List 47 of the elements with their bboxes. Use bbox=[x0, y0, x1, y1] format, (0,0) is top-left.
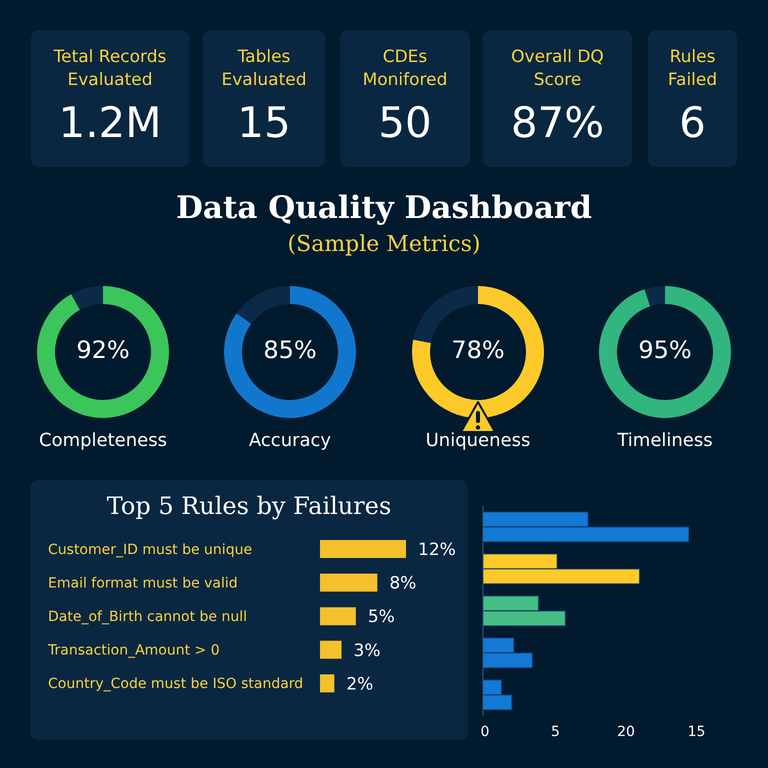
data-label: 92% bbox=[75, 336, 131, 364]
category-label: Overall DQ Score bbox=[510, 46, 605, 92]
text: 20 bbox=[616, 724, 636, 740]
donut-slice bbox=[37, 286, 169, 418]
data-label: 5% bbox=[368, 607, 395, 628]
donut-slice bbox=[71, 286, 103, 310]
bar bbox=[320, 574, 378, 592]
text: (Sample Metrics) bbox=[286, 232, 482, 257]
y-tick-label: Transaction_Amount > 0 bbox=[47, 642, 220, 659]
data-label: 2% bbox=[346, 674, 374, 694]
y-tick-label: Email format must be valid bbox=[48, 575, 238, 592]
category-label: Tables Evaluated bbox=[220, 46, 308, 92]
donut-slice bbox=[644, 286, 665, 306]
data-label: 95% bbox=[637, 336, 693, 364]
data-label: 15 bbox=[236, 98, 292, 147]
category-label: Tetal Records Evaluated bbox=[52, 46, 168, 92]
bar bbox=[320, 674, 334, 692]
data-label: 8% bbox=[389, 574, 416, 594]
bar bbox=[320, 540, 406, 558]
data-label: 6 bbox=[678, 98, 707, 147]
bar bbox=[320, 640, 342, 659]
data-label: 85% bbox=[262, 336, 318, 364]
text: Accuracy bbox=[248, 430, 332, 451]
y-tick-label: Country_Code must be ISO standard bbox=[48, 676, 304, 692]
data-label: 87% bbox=[510, 98, 606, 147]
y-tick-label: Customer_ID must be unique bbox=[48, 542, 252, 558]
category-label: Rules Failed bbox=[666, 46, 718, 92]
text: Data Quality Dashboard bbox=[175, 190, 593, 226]
donut-slice bbox=[412, 286, 544, 418]
text: Timeliness bbox=[616, 430, 714, 451]
donut-slice bbox=[236, 286, 290, 324]
category-label: CDEs Monifored bbox=[362, 46, 448, 92]
y-tick-label: Date_of_Birth cannot be null bbox=[48, 609, 248, 625]
data-label: 1.2M bbox=[57, 98, 163, 147]
donut-slice bbox=[224, 286, 356, 418]
text: 0 bbox=[480, 724, 490, 740]
data-label: 78% bbox=[450, 336, 506, 364]
bar bbox=[320, 607, 356, 626]
text: Completeness bbox=[38, 430, 168, 451]
chart-title: Top 5 Rules by Failures bbox=[106, 492, 392, 520]
data-label: 50 bbox=[377, 98, 433, 147]
donut-slice bbox=[599, 286, 731, 418]
data-label: 3% bbox=[354, 640, 380, 661]
text: 15 bbox=[686, 724, 706, 740]
text: Uniqueness bbox=[424, 430, 532, 451]
text: 5 bbox=[550, 724, 561, 740]
data-label: 12% bbox=[418, 540, 456, 560]
